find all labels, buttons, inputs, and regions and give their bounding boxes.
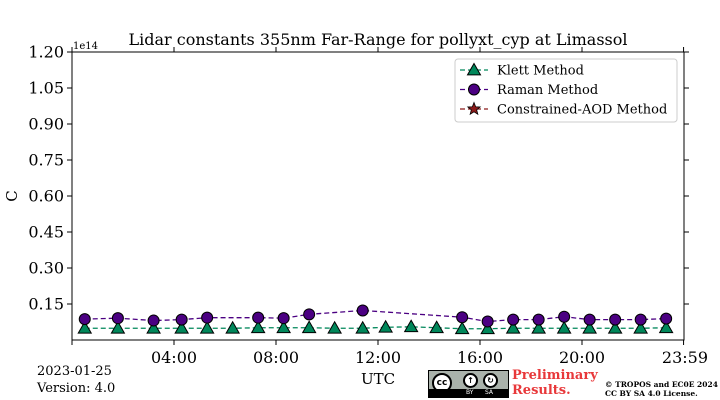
y-axis-multiplier-label: 1e14 [73, 41, 98, 52]
x-axis-label: UTC [361, 370, 395, 388]
data-point [174, 320, 190, 334]
copyright-line-2: CC BY SA 4.0 License. [605, 389, 698, 398]
series-circle [78, 304, 673, 328]
data-point [301, 320, 317, 334]
data-point [378, 319, 394, 333]
share-alike-icon: ↻ [483, 373, 498, 388]
y-tick-label: 0.15 [28, 295, 64, 314]
data-point [454, 321, 470, 335]
y-tick-label: 1.20 [28, 43, 64, 62]
data-point [531, 320, 547, 334]
data-point [556, 320, 572, 334]
preliminary-results-note: Preliminary Results. [512, 368, 607, 398]
series-triangle [77, 319, 674, 335]
data-point [303, 308, 316, 321]
legend-marker [466, 101, 482, 116]
x-tick-label: 04:00 [151, 348, 197, 367]
data-point [201, 311, 214, 324]
x-tick-label: 20:00 [559, 348, 605, 367]
data-point [110, 320, 126, 334]
data-point [634, 313, 647, 326]
data-point [507, 313, 520, 326]
x-tick-label: 16:00 [457, 348, 503, 367]
data-point [660, 312, 673, 325]
data-point [583, 313, 596, 326]
data-point [276, 320, 292, 334]
by-label: BY [466, 389, 474, 396]
data-point [505, 320, 521, 334]
y-tick-label: 0.90 [28, 115, 64, 134]
y-axis-label: C [3, 190, 21, 201]
data-point [607, 320, 623, 334]
x-tick-label: 08:00 [253, 348, 299, 367]
legend-entry: Raman Method [460, 83, 598, 98]
legend-entry: Constrained-AOD Method [460, 101, 667, 118]
cc-license-badge: cc ↑ ↻ BY SA [428, 370, 509, 398]
y-tick-label: 1.05 [28, 79, 64, 98]
legend-box [454, 58, 678, 123]
sa-label: SA [485, 389, 494, 396]
legend-marker [468, 83, 480, 96]
data-point [225, 320, 241, 334]
measurement-date: 2023-01-25 [37, 364, 112, 379]
legend-label: Constrained-AOD Method [497, 103, 667, 118]
data-point [403, 319, 419, 333]
data-point [456, 311, 469, 324]
series-layer [77, 304, 674, 335]
data-point [327, 320, 343, 334]
chart-title: Lidar constants 355nm Far-Range for poll… [128, 30, 627, 49]
preliminary-line-2: Results. [512, 383, 571, 398]
legend-label: Raman Method [497, 83, 598, 98]
data-point [609, 313, 622, 326]
data-point [147, 314, 160, 327]
y-tick-label: 0.30 [28, 259, 64, 278]
attribution-icon: ↑ [463, 373, 478, 388]
data-point [480, 321, 496, 335]
data-point [532, 313, 545, 326]
data-point [199, 320, 215, 334]
x-tick-label: 23:59 [662, 348, 708, 367]
legend-entry: Klett Method [460, 62, 584, 79]
data-point [658, 320, 674, 334]
copyright-notice: © TROPOS and EC0E 2024 CC BY SA 4.0 Lice… [605, 380, 718, 398]
legend: Klett Method Raman Method Constrained-AOD … [454, 58, 678, 123]
data-point [77, 320, 93, 334]
data-point [277, 312, 290, 325]
series-line [84, 309, 667, 323]
version-label: Version: 4.0 [37, 381, 116, 396]
data-point [250, 320, 266, 334]
plot-area-frame [71, 51, 685, 341]
x-axis-ticks: 04:00 08:00 12:00 16:00 20:00 23:59 [71, 47, 708, 367]
data-point [633, 320, 649, 334]
series-line [84, 326, 667, 330]
data-point [78, 313, 91, 326]
data-point [582, 320, 598, 334]
data-point [558, 310, 571, 323]
data-point [111, 312, 124, 325]
data-point [429, 320, 445, 334]
legend-label: Klett Method [497, 64, 584, 79]
x-tick-label: 12:00 [355, 348, 401, 367]
data-point [481, 315, 494, 328]
data-point [175, 313, 188, 326]
data-point [355, 320, 371, 334]
data-point [356, 304, 369, 317]
legend-marker [466, 62, 482, 76]
data-point [146, 320, 161, 334]
data-point [252, 311, 265, 324]
preliminary-line-1: Preliminary [512, 368, 598, 383]
y-tick-label: 0.60 [28, 187, 64, 206]
copyright-line-1: © TROPOS and EC0E 2024 [605, 380, 718, 389]
y-tick-label: 0.45 [28, 223, 64, 242]
y-axis-ticks: 0.15 0.30 0.45 0.60 0.75 0.90 1.05 1.20 [28, 43, 689, 314]
y-tick-label: 0.75 [28, 151, 64, 170]
